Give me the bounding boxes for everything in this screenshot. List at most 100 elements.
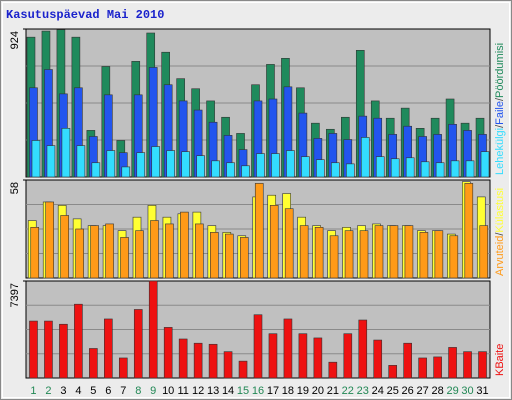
bar: [358, 319, 368, 379]
bar: [449, 235, 459, 279]
legend-entry: Faile: [494, 101, 506, 125]
x-tick-label: 6: [105, 385, 111, 397]
bar: [284, 208, 294, 279]
x-tick-label: 22: [342, 385, 354, 397]
bar: [359, 230, 369, 279]
x-tick-label: 9: [150, 385, 156, 397]
bar: [434, 230, 444, 279]
bar: [104, 318, 113, 379]
x-tick-label: 10: [162, 385, 174, 397]
legend-separator: /: [494, 232, 506, 236]
bar: [90, 225, 99, 279]
bar: [346, 163, 355, 178]
bar: [211, 160, 220, 178]
x-tick-label: 31: [476, 385, 488, 397]
legend-entry: KBaite: [494, 344, 506, 376]
bar: [45, 201, 55, 279]
legend-separator: /: [494, 97, 506, 101]
bar: [328, 361, 338, 379]
x-tick-label: 5: [90, 385, 96, 397]
bar: [75, 228, 84, 279]
x-tick-label: 19: [297, 385, 309, 397]
bar: [44, 320, 53, 379]
bar: [479, 225, 489, 279]
x-tick-label: 3: [60, 385, 66, 397]
bar: [435, 162, 445, 178]
x-tick-label: 17: [267, 385, 279, 397]
bar: [89, 348, 98, 379]
bar: [418, 357, 427, 379]
x-tick-label: 29: [446, 385, 458, 397]
x-tick-label: 2: [45, 385, 51, 397]
bar: [29, 320, 38, 379]
bar: [196, 155, 205, 178]
bar: [121, 166, 131, 178]
bar: [314, 227, 324, 279]
bar: [136, 152, 146, 178]
bar: [373, 339, 383, 379]
bar: [344, 230, 354, 279]
y-tick-label: 58: [9, 182, 21, 194]
bar: [46, 145, 56, 178]
bar: [181, 151, 190, 178]
x-tick-label: 12: [192, 385, 204, 397]
x-tick-label: 1: [30, 385, 36, 397]
x-tick-label: 24: [372, 385, 384, 397]
bar: [166, 150, 175, 178]
x-tick-label: 16: [252, 385, 264, 397]
bar: [180, 211, 189, 279]
bar: [195, 223, 204, 279]
bar: [268, 333, 278, 379]
bar: [390, 158, 400, 178]
x-tick-label: 21: [327, 385, 339, 397]
bar: [118, 357, 128, 379]
bar: [313, 337, 323, 379]
x-tick-label: 23: [357, 385, 369, 397]
x-tick-label: 20: [312, 385, 324, 397]
bar: [269, 205, 279, 279]
bar: [208, 343, 218, 379]
x-tick-label: 4: [75, 385, 81, 397]
bar: [133, 309, 143, 379]
legend-entry: Külastusi: [494, 188, 506, 233]
x-tick-label: 7: [120, 385, 126, 397]
x-tick-label: 15: [237, 385, 249, 397]
bar: [59, 323, 68, 379]
bar: [254, 183, 264, 279]
bar: [223, 351, 233, 379]
bar: [375, 156, 385, 178]
x-tick-label: 18: [282, 385, 294, 397]
bar: [61, 128, 71, 178]
bar: [31, 140, 41, 178]
bar: [404, 225, 414, 279]
bar: [283, 318, 293, 379]
legend: Arvuteid/Külastusi: [494, 188, 506, 276]
x-tick-label: 27: [417, 385, 429, 397]
bar: [433, 356, 442, 379]
bar: [360, 137, 370, 178]
legend-entry: Pöördumisi: [494, 43, 506, 98]
bar: [478, 351, 487, 379]
bar: [480, 151, 490, 178]
legend-separator: /: [494, 124, 506, 128]
bar: [419, 232, 429, 279]
x-tick-label: 11: [177, 385, 188, 397]
legend-entry: Arvuteid: [494, 236, 506, 276]
bar: [91, 162, 101, 178]
y-tick-label: 7397: [9, 283, 21, 307]
bar: [106, 150, 116, 178]
bar: [388, 365, 398, 379]
bar: [226, 162, 235, 178]
bar: [464, 183, 474, 279]
bar: [465, 160, 475, 178]
bar: [271, 153, 280, 178]
bar: [225, 233, 234, 279]
bar: [210, 232, 219, 279]
bar: [420, 161, 430, 178]
x-tick-label: 28: [431, 385, 443, 397]
bar: [299, 225, 309, 279]
bar: [238, 360, 248, 379]
bar: [329, 235, 339, 279]
